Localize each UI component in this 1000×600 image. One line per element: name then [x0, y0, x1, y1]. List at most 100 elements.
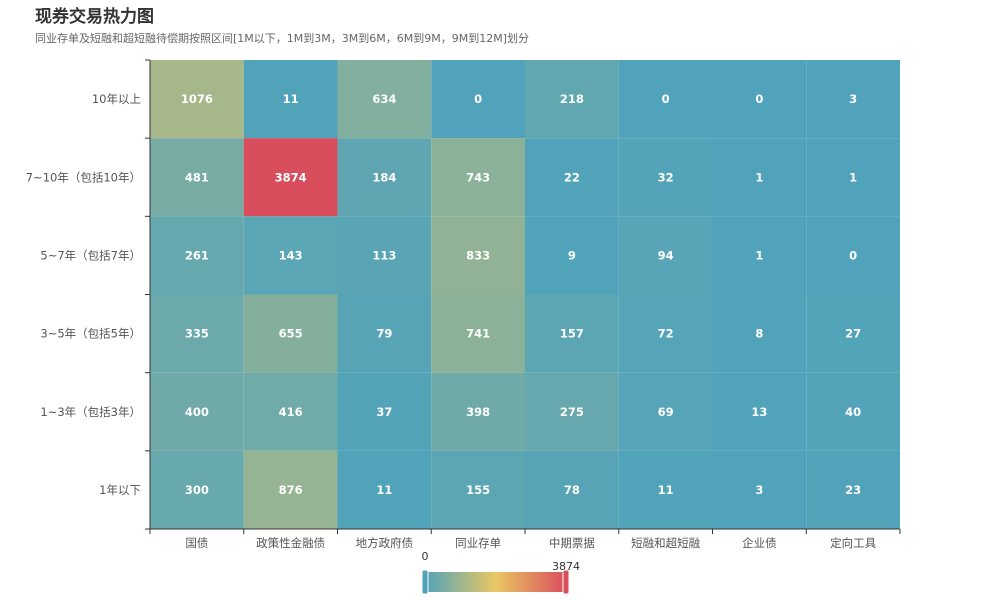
cell-value-label: 11 [376, 483, 392, 497]
cell-value-label: 741 [466, 327, 490, 341]
heatmap-cell[interactable] [525, 216, 619, 295]
heatmap-cell[interactable] [243, 60, 338, 139]
visual-map-min-handle[interactable] [421, 569, 429, 595]
heatmap-cell[interactable] [806, 60, 900, 139]
heatmap-cell[interactable] [337, 60, 432, 139]
heatmap-cell[interactable] [712, 216, 807, 295]
x-tick-label: 短融和超短融 [631, 536, 700, 550]
x-tick-label: 国债 [185, 536, 208, 550]
cell-value-label: 0 [474, 92, 482, 106]
cell-value-label: 27 [845, 327, 861, 341]
cell-value-label: 13 [751, 405, 767, 419]
heatmap-cell[interactable] [806, 138, 900, 217]
heatmap-cell[interactable] [525, 138, 619, 217]
heatmap-cell[interactable] [618, 294, 713, 373]
heatmap-cell[interactable] [243, 450, 338, 529]
heatmap-cell[interactable] [337, 216, 432, 295]
heatmap-cell[interactable] [712, 60, 807, 139]
heatmap-cell[interactable] [337, 450, 432, 529]
heatmap-cell[interactable] [150, 450, 244, 529]
x-tick-label: 地方政府债 [356, 536, 414, 550]
cell-value-label: 11 [283, 92, 299, 106]
cell-value-label: 9 [568, 248, 576, 262]
cell-value-label: 400 [185, 405, 209, 419]
cell-value-label: 184 [372, 170, 396, 184]
cell-value-label: 1 [849, 170, 857, 184]
x-tick-label: 政策性金融债 [256, 536, 325, 550]
cell-value-label: 94 [658, 248, 674, 262]
cell-value-label: 69 [658, 405, 674, 419]
heatmap-cell[interactable] [337, 294, 432, 373]
cell-value-label: 3 [849, 92, 857, 106]
heatmap-cell[interactable] [618, 60, 713, 139]
cell-value-label: 3 [755, 483, 763, 497]
heatmap-cell[interactable] [712, 372, 807, 451]
heatmap-cell[interactable] [806, 450, 900, 529]
heatmap-cell[interactable] [525, 450, 619, 529]
cell-value-label: 335 [185, 327, 209, 341]
cell-value-label: 11 [658, 483, 674, 497]
heatmap-cell[interactable] [618, 372, 713, 451]
cell-value-label: 143 [279, 248, 303, 262]
visual-map-max-handle[interactable] [562, 569, 570, 595]
heatmap-cell[interactable] [150, 294, 244, 373]
cell-value-label: 78 [564, 483, 580, 497]
heatmap-cell[interactable] [525, 372, 619, 451]
heatmap-cell[interactable] [525, 294, 619, 373]
heatmap-cell[interactable] [806, 372, 900, 451]
heatmap-cell[interactable] [431, 372, 525, 451]
cell-value-label: 1076 [181, 92, 213, 106]
heatmap-cell[interactable] [431, 216, 525, 295]
cell-value-label: 0 [662, 92, 670, 106]
cell-value-label: 218 [560, 92, 584, 106]
cell-value-label: 833 [466, 248, 490, 262]
cell-value-label: 3874 [275, 170, 307, 184]
heatmap-cell[interactable] [337, 138, 432, 217]
cell-value-label: 398 [466, 405, 490, 419]
heatmap-cell[interactable] [712, 450, 807, 529]
cell-value-label: 876 [279, 483, 303, 497]
heatmap-cell[interactable] [150, 60, 244, 139]
cell-value-label: 8 [755, 327, 763, 341]
cell-value-label: 0 [755, 92, 763, 106]
heatmap-cell[interactable] [712, 294, 807, 373]
visual-map-bar [425, 572, 566, 592]
cell-value-label: 155 [466, 483, 490, 497]
heatmap-cell[interactable] [431, 60, 525, 139]
heatmap-cell[interactable] [525, 60, 619, 139]
heatmap-cell[interactable] [243, 216, 338, 295]
x-tick-label: 定向工具 [830, 536, 876, 550]
heatmap-cell[interactable] [243, 372, 338, 451]
heatmap-cell[interactable] [431, 294, 525, 373]
heatmap-cell[interactable] [243, 294, 338, 373]
cell-value-label: 655 [279, 327, 303, 341]
heatmap-cell[interactable] [243, 138, 338, 217]
cell-value-label: 275 [560, 405, 584, 419]
cell-value-label: 416 [279, 405, 303, 419]
heatmap-cell[interactable] [431, 450, 525, 529]
cell-value-label: 300 [185, 483, 209, 497]
cell-value-label: 22 [564, 170, 580, 184]
heatmap-cell[interactable] [337, 372, 432, 451]
cell-value-label: 0 [849, 248, 857, 262]
cell-value-label: 37 [376, 405, 392, 419]
heatmap-cell[interactable] [150, 372, 244, 451]
y-tick-label: 5~7年（包括7年） [40, 248, 141, 262]
heatmap-cell[interactable] [431, 138, 525, 217]
cell-value-label: 23 [845, 483, 861, 497]
cell-value-label: 79 [376, 327, 392, 341]
heatmap-cell[interactable] [806, 294, 900, 373]
heatmap-cell[interactable] [618, 450, 713, 529]
heatmap-cell[interactable] [712, 138, 807, 217]
heatmap-cell[interactable] [150, 216, 244, 295]
heatmap-cell[interactable] [618, 138, 713, 217]
cell-value-label: 40 [845, 405, 861, 419]
chart-subtitle: 同业存单及短融和超短融待偿期按照区间[1M以下，1M到3M，3M到6M，6M到9… [35, 32, 529, 45]
heatmap-cell[interactable] [618, 216, 713, 295]
cell-value-label: 113 [372, 248, 396, 262]
heatmap-cell[interactable] [806, 216, 900, 295]
cell-value-label: 72 [658, 327, 674, 341]
heatmap-cell[interactable] [150, 138, 244, 217]
y-tick-label: 7~10年（包括10年） [26, 170, 141, 184]
